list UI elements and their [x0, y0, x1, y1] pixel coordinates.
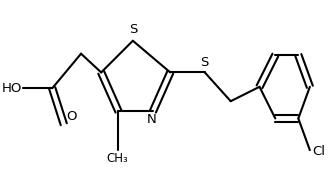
- Text: S: S: [129, 24, 137, 36]
- Text: Cl: Cl: [312, 145, 325, 158]
- Text: S: S: [201, 56, 209, 69]
- Text: CH₃: CH₃: [106, 152, 128, 165]
- Text: O: O: [66, 110, 77, 123]
- Text: HO: HO: [2, 82, 22, 95]
- Text: N: N: [147, 113, 156, 126]
